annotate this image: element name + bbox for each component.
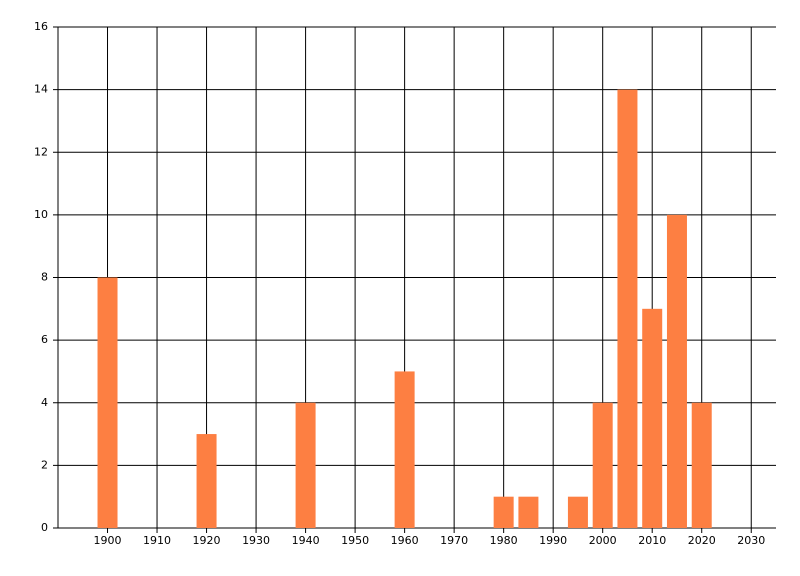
y-tick-label: 10 (34, 208, 48, 221)
x-tick-label: 2030 (737, 534, 765, 547)
y-tick-label: 0 (41, 521, 48, 534)
x-tick-label: 1970 (440, 534, 468, 547)
bar (691, 402, 712, 528)
x-tick-label: 1940 (292, 534, 320, 547)
x-tick-label: 1910 (143, 534, 171, 547)
bar (592, 402, 613, 528)
y-tick-label: 16 (34, 20, 48, 33)
x-tick-label: 1980 (490, 534, 518, 547)
bar (97, 277, 118, 528)
bar (617, 89, 638, 528)
bar (518, 496, 539, 528)
x-tick-label: 1900 (94, 534, 122, 547)
bar (394, 371, 415, 528)
x-tick-label: 2020 (688, 534, 716, 547)
x-tick-label: 1920 (193, 534, 221, 547)
y-tick-label: 4 (41, 396, 48, 409)
y-tick-label: 6 (41, 333, 48, 346)
x-tick-label: 1990 (539, 534, 567, 547)
y-tick-label: 2 (41, 458, 48, 471)
y-tick-label: 12 (34, 145, 48, 158)
x-tick-label: 1930 (242, 534, 270, 547)
bar (642, 308, 663, 528)
bar (295, 402, 316, 528)
x-tick-label: 1960 (391, 534, 419, 547)
bar (196, 434, 217, 528)
y-tick-label: 14 (34, 83, 48, 96)
y-tick-label: 8 (41, 271, 48, 284)
x-tick-label: 2010 (638, 534, 666, 547)
bar (493, 496, 514, 528)
bar (666, 214, 687, 528)
bar (567, 496, 588, 528)
x-tick-label: 1950 (341, 534, 369, 547)
x-tick-label: 2000 (589, 534, 617, 547)
